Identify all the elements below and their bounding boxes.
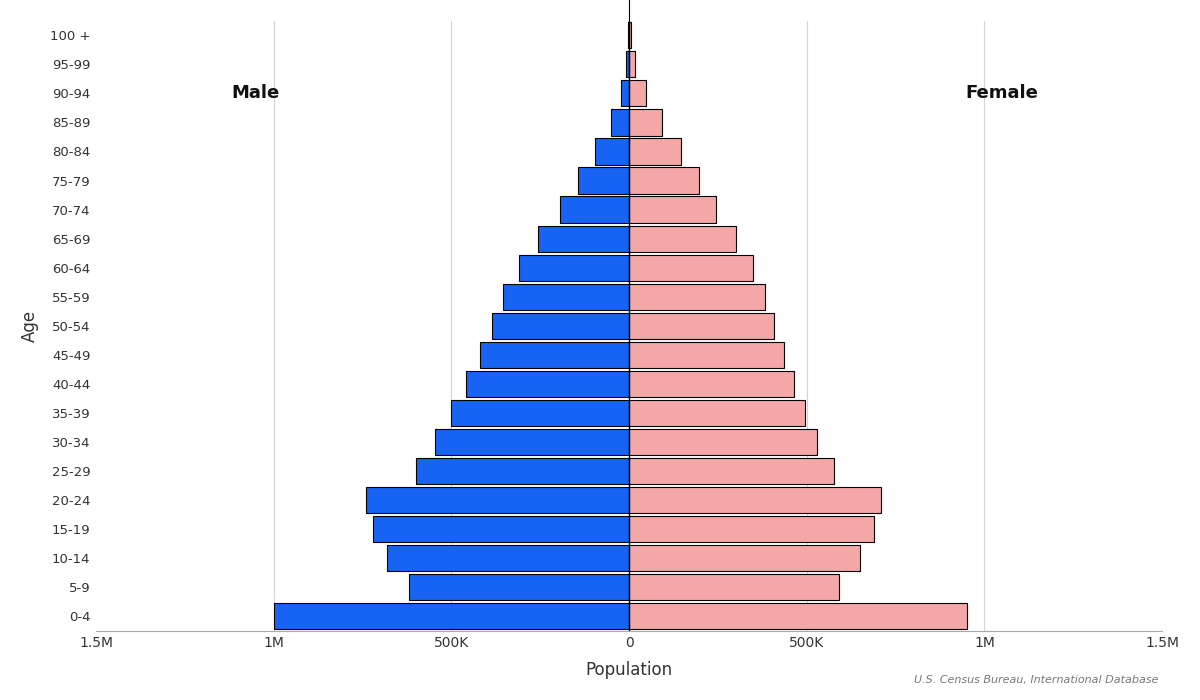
Bar [577, 167, 629, 194]
Bar [629, 428, 817, 455]
Bar [629, 109, 661, 136]
Bar [629, 516, 875, 542]
Bar [595, 139, 629, 164]
Bar [388, 545, 629, 571]
Bar [492, 313, 629, 339]
Bar [629, 255, 754, 281]
Bar [416, 458, 629, 484]
Bar [629, 139, 682, 164]
Bar [366, 486, 629, 513]
X-axis label: Population: Population [586, 662, 673, 679]
Bar [629, 51, 636, 78]
Bar [629, 603, 967, 629]
Bar [539, 225, 629, 251]
Bar [622, 80, 629, 106]
Bar [480, 342, 629, 368]
Bar [629, 167, 700, 194]
Text: Female: Female [966, 85, 1039, 102]
Bar [436, 428, 629, 455]
Y-axis label: Age: Age [20, 309, 38, 342]
Bar [629, 313, 774, 339]
Bar [626, 51, 629, 78]
Bar [409, 574, 629, 600]
Bar [629, 400, 805, 426]
Text: U.S. Census Bureau, International Database: U.S. Census Bureau, International Databa… [913, 675, 1158, 685]
Bar [629, 371, 794, 397]
Bar [629, 342, 784, 368]
Bar [629, 486, 882, 513]
Bar [503, 284, 629, 309]
Bar [629, 284, 766, 309]
Bar [629, 545, 860, 571]
Bar [629, 80, 646, 106]
Bar [629, 574, 839, 600]
Bar [518, 255, 629, 281]
Bar [611, 109, 629, 136]
Bar [274, 603, 629, 629]
Bar [466, 371, 629, 397]
Bar [373, 516, 629, 542]
Bar [629, 225, 736, 251]
Bar [629, 197, 716, 223]
Bar [629, 22, 631, 48]
Bar [559, 197, 629, 223]
Bar [451, 400, 629, 426]
Bar [629, 458, 834, 484]
Text: Male: Male [232, 85, 280, 102]
